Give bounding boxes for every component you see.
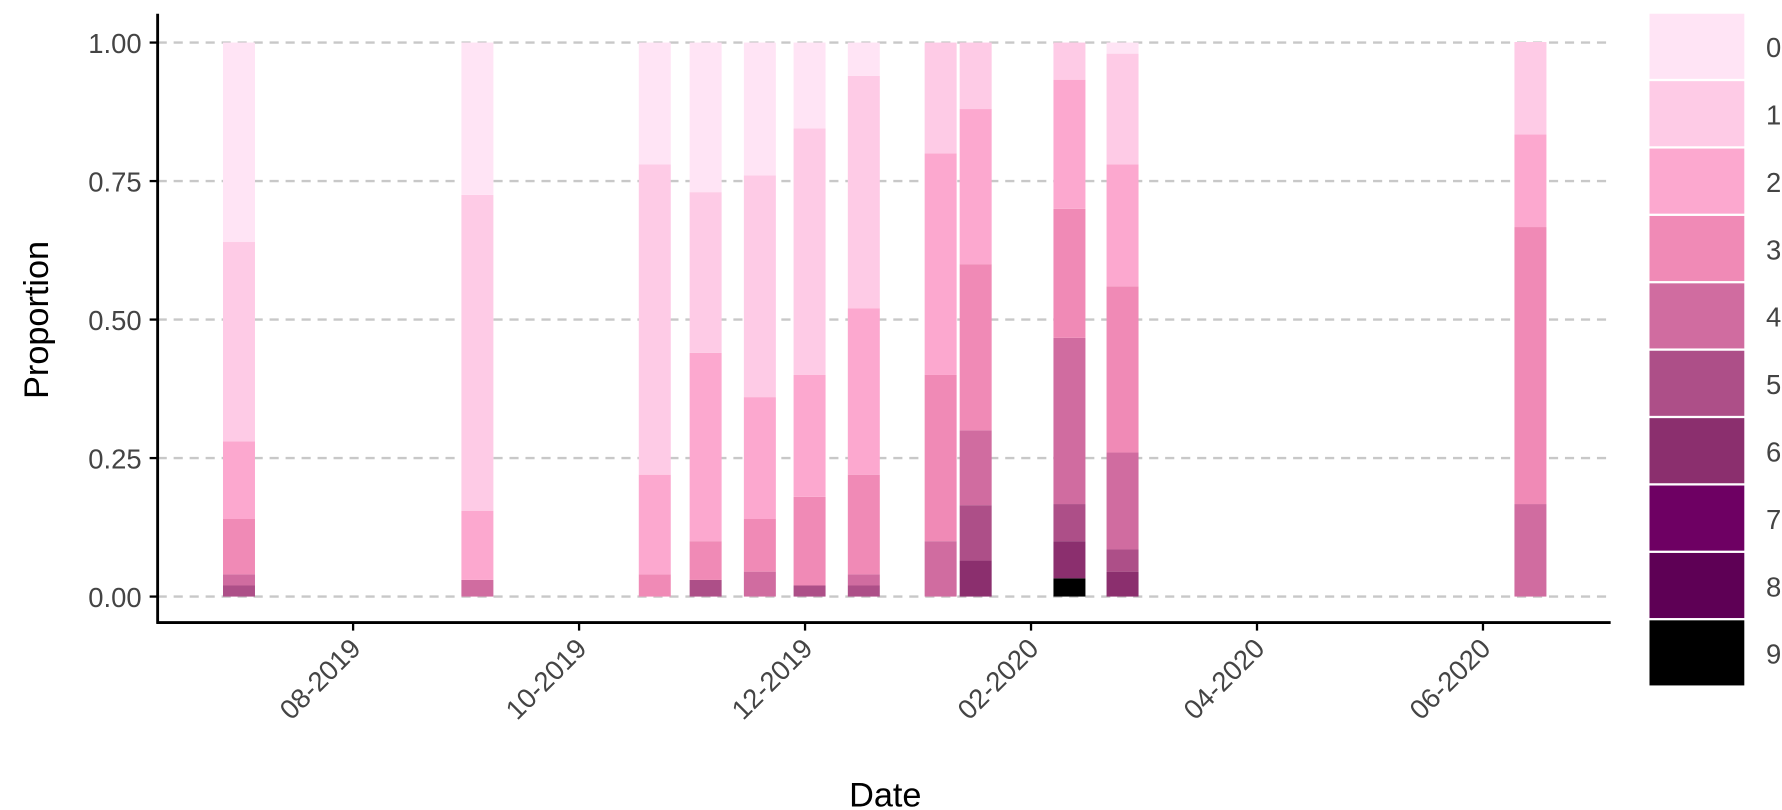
legend-label: 5 bbox=[1766, 369, 1781, 400]
x-tick-label: 04-2020 bbox=[1177, 632, 1270, 725]
bar-segment bbox=[1514, 504, 1547, 597]
y-tick-label: 0.75 bbox=[88, 166, 141, 197]
bar-segment bbox=[461, 510, 494, 580]
x-tick-label: 10-2019 bbox=[499, 632, 592, 725]
bar-segment bbox=[1053, 504, 1086, 542]
bar-segment bbox=[1514, 227, 1547, 505]
x-tick-label: 08-2019 bbox=[273, 632, 366, 725]
bar-segment bbox=[1053, 208, 1086, 338]
bar-segment bbox=[638, 574, 671, 597]
bar-segment bbox=[1106, 549, 1139, 572]
bar-segment bbox=[689, 579, 722, 597]
bar-segment bbox=[1106, 53, 1139, 165]
bar-segment bbox=[638, 474, 671, 575]
bar-segment bbox=[689, 352, 722, 542]
bar-segment bbox=[222, 441, 255, 520]
bar-segment bbox=[1053, 578, 1086, 597]
y-tick-label: 0.00 bbox=[88, 582, 141, 613]
bar-segment bbox=[1106, 286, 1139, 453]
legend-key bbox=[1649, 418, 1745, 484]
bar-segment bbox=[959, 264, 992, 431]
bar-segment bbox=[959, 109, 992, 265]
bar-segment bbox=[847, 574, 880, 586]
legend-label: 3 bbox=[1766, 234, 1781, 265]
y-tick-label: 1.00 bbox=[88, 28, 141, 59]
bar-segment bbox=[743, 42, 776, 176]
bar-segment bbox=[1106, 42, 1139, 54]
legend-key bbox=[1649, 283, 1745, 349]
y-axis-title: Proportion bbox=[18, 241, 56, 399]
bar-segment bbox=[1053, 79, 1086, 209]
y-tick-label: 0.25 bbox=[88, 443, 141, 474]
bar-segment bbox=[1106, 571, 1139, 597]
bar-segment bbox=[959, 430, 992, 506]
legend-key bbox=[1649, 350, 1745, 416]
bar-segment bbox=[959, 42, 992, 110]
legend-label: 1 bbox=[1766, 100, 1781, 131]
legend-key bbox=[1649, 620, 1745, 686]
legend-key bbox=[1649, 485, 1745, 551]
legend-label: 9 bbox=[1766, 639, 1781, 670]
bar-segment bbox=[959, 505, 992, 561]
bar-segment bbox=[689, 42, 722, 193]
bar-segment bbox=[743, 175, 776, 398]
legend-key bbox=[1649, 215, 1745, 282]
bar-segment bbox=[793, 496, 826, 586]
bar-segment bbox=[461, 42, 494, 195]
bar-segment bbox=[924, 42, 957, 154]
bar-segment bbox=[793, 585, 826, 597]
bar-segment bbox=[222, 242, 255, 442]
bar-segment bbox=[847, 474, 880, 575]
bar-segment bbox=[847, 585, 880, 597]
legend-label: 4 bbox=[1766, 302, 1781, 333]
x-tick-label: 12-2019 bbox=[725, 632, 818, 725]
bar-segment bbox=[1053, 337, 1086, 505]
legend-key bbox=[1649, 13, 1745, 79]
bar-segment bbox=[1514, 134, 1547, 228]
bar-segment bbox=[793, 42, 826, 129]
bar-segment bbox=[847, 308, 880, 475]
bar-segment bbox=[1106, 164, 1139, 287]
bar-segment bbox=[743, 571, 776, 597]
bar-segment bbox=[793, 128, 826, 375]
bar-segment bbox=[461, 194, 494, 511]
bar-segment bbox=[1053, 42, 1086, 80]
bar-segment bbox=[847, 75, 880, 309]
x-tick-label: 02-2020 bbox=[951, 632, 1044, 725]
x-axis-title: Date bbox=[849, 777, 921, 810]
legend-label: 0 bbox=[1766, 32, 1781, 63]
bar-segment bbox=[222, 585, 255, 597]
legend-key bbox=[1649, 552, 1745, 619]
bar-segment bbox=[222, 42, 255, 243]
bar-segment bbox=[924, 541, 957, 597]
bar-segment bbox=[1514, 42, 1547, 135]
bar-segment bbox=[638, 42, 671, 165]
y-tick-label: 0.50 bbox=[88, 305, 141, 336]
legend-label: 2 bbox=[1766, 167, 1781, 198]
bar-segment bbox=[743, 519, 776, 572]
bar-segment bbox=[1106, 452, 1139, 550]
bar-segment bbox=[924, 153, 957, 375]
legend-key bbox=[1649, 81, 1745, 147]
legend-label: 6 bbox=[1766, 437, 1781, 468]
bar-segment bbox=[959, 560, 992, 597]
bar-segment bbox=[793, 374, 826, 497]
bar-segment bbox=[222, 519, 255, 575]
bar-segment bbox=[743, 397, 776, 520]
bar-segment bbox=[1053, 541, 1086, 579]
legend-label: 8 bbox=[1766, 571, 1781, 602]
x-tick-label: 06-2020 bbox=[1403, 632, 1496, 725]
legend-key bbox=[1649, 148, 1745, 214]
bar-segment bbox=[689, 541, 722, 580]
legend-label: 7 bbox=[1766, 504, 1781, 535]
bar-segment bbox=[689, 192, 722, 353]
bar-segment bbox=[461, 579, 494, 597]
bar-segment bbox=[924, 374, 957, 542]
bar-segment bbox=[847, 42, 880, 76]
bar-segment bbox=[638, 164, 671, 475]
bar-segment bbox=[222, 574, 255, 586]
